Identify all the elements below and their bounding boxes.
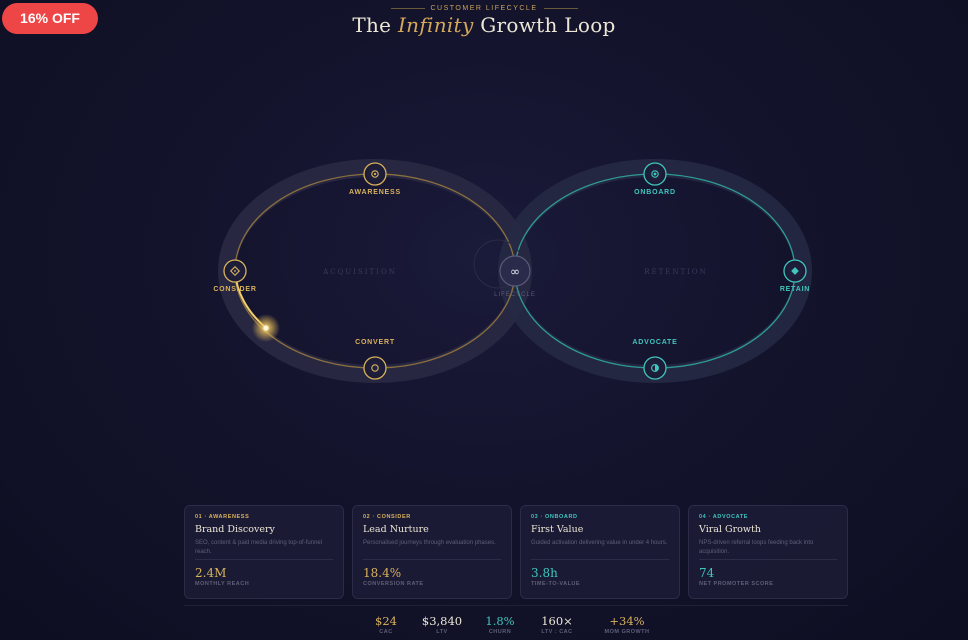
- card-onboard[interactable]: 03 · ONBOARD First Value Guided activati…: [520, 505, 680, 599]
- eyebrow-rule-left: [390, 8, 425, 9]
- card-metric: 74: [699, 566, 715, 580]
- stat-cac: $24 CAC: [375, 614, 397, 635]
- node-label-awareness: AWARENESS: [349, 189, 401, 196]
- diamond-filled-icon: [791, 267, 799, 275]
- stat-value: +34%: [609, 614, 645, 628]
- node-label-advocate: ADVOCATE: [632, 339, 678, 346]
- title-post: Growth Loop: [480, 13, 616, 37]
- retention-label: RETENTION: [644, 268, 708, 276]
- card-description: SEO, content & paid media driving top-of…: [195, 540, 323, 555]
- card-awareness[interactable]: 01 · AWARENESS Brand Discovery SEO, cont…: [184, 505, 344, 599]
- dot-icon: [651, 170, 659, 178]
- node-label-onboard: ONBOARD: [634, 189, 676, 196]
- half-circle-icon: [655, 364, 659, 372]
- circle-icon: [371, 364, 379, 372]
- discount-badge[interactable]: 16% OFF: [2, 3, 98, 34]
- stat-ltv-cac: 160× LTV : CAC: [541, 614, 573, 635]
- card-title: First Value: [531, 524, 584, 535]
- card-step: 04 · ADVOCATE: [699, 514, 749, 520]
- card-metric-label: MONTHLY REACH: [195, 581, 250, 587]
- node-advocate[interactable]: [643, 356, 667, 380]
- infinity-icon: ∞: [510, 265, 520, 279]
- lifecycle-label: LIFECYCLE: [494, 292, 536, 298]
- stat-value: 160×: [541, 614, 573, 628]
- card-metric: 3.8h: [531, 566, 558, 580]
- card-metric-label: TIME-TO-VALUE: [531, 581, 581, 587]
- card-description: NPS-driven referral loops feeding back i…: [699, 540, 814, 555]
- node-convert[interactable]: [363, 356, 387, 380]
- center-node[interactable]: [499, 255, 531, 287]
- progress-dot: [263, 325, 269, 331]
- card-description: Personalised journeys through evaluation…: [363, 540, 496, 546]
- stat-ltv: $3,840 LTV: [422, 614, 462, 635]
- diamond-icon: [229, 265, 241, 277]
- stat-label: CHURN: [488, 629, 512, 635]
- title-emphasis: Infinity: [397, 13, 474, 37]
- card-divider: [531, 559, 669, 560]
- card-step: 01 · AWARENESS: [195, 514, 250, 520]
- card-description: Guided activation delivering value in un…: [531, 540, 668, 546]
- stat-value: $24: [375, 614, 397, 628]
- card-metric: 2.4M: [195, 566, 227, 580]
- stat-label: CAC: [379, 629, 393, 635]
- eyebrow: CUSTOMER LIFECYCLE: [0, 5, 968, 12]
- card-consider[interactable]: 02 · CONSIDER Lead Nurture Personalised …: [352, 505, 512, 599]
- stat-value: 1.8%: [485, 614, 515, 628]
- node-label-retain: RETAIN: [779, 286, 811, 293]
- stat-label: LTV: [436, 629, 448, 635]
- stats-divider: [184, 605, 848, 606]
- card-step: 03 · ONBOARD: [531, 514, 578, 520]
- acquisition-label: ACQUISITION: [323, 268, 397, 276]
- stat-mom-growth: +34% MOM GROWTH: [604, 614, 649, 635]
- node-retain[interactable]: [783, 259, 807, 283]
- node-awareness[interactable]: [363, 162, 387, 186]
- node-onboard[interactable]: [643, 162, 667, 186]
- node-consider[interactable]: [223, 259, 247, 283]
- target-icon: [371, 170, 379, 178]
- stat-label: LTV : CAC: [541, 629, 573, 635]
- card-metric: 18.4%: [363, 566, 402, 580]
- node-label-consider: CONSIDER: [213, 286, 257, 293]
- card-title: Lead Nurture: [363, 524, 429, 535]
- card-divider: [363, 559, 501, 560]
- card-title: Viral Growth: [699, 524, 761, 535]
- card-divider: [699, 559, 837, 560]
- stat-label: MOM GROWTH: [604, 629, 650, 635]
- card-step: 02 · CONSIDER: [363, 514, 411, 520]
- stat-value: $3,840: [421, 614, 463, 628]
- page-header: CUSTOMER LIFECYCLE The Infinity Growth L…: [0, 0, 968, 37]
- card-advocate[interactable]: 04 · ADVOCATE Viral Growth NPS-driven re…: [688, 505, 848, 599]
- page-title: The Infinity Growth Loop: [0, 13, 968, 37]
- node-label-convert: CONVERT: [355, 339, 395, 346]
- eyebrow-text: CUSTOMER LIFECYCLE: [430, 5, 538, 12]
- stat-churn: 1.8% CHURN: [485, 614, 514, 635]
- card-metric-label: CONVERSION RATE: [363, 581, 424, 587]
- card-divider: [195, 559, 333, 560]
- title-pre: The: [352, 13, 392, 37]
- stage-cards: 01 · AWARENESS Brand Discovery SEO, cont…: [184, 505, 848, 601]
- card-title: Brand Discovery: [195, 524, 275, 535]
- card-metric-label: NET PROMOTER SCORE: [699, 581, 774, 587]
- eyebrow-rule-right: [543, 8, 578, 9]
